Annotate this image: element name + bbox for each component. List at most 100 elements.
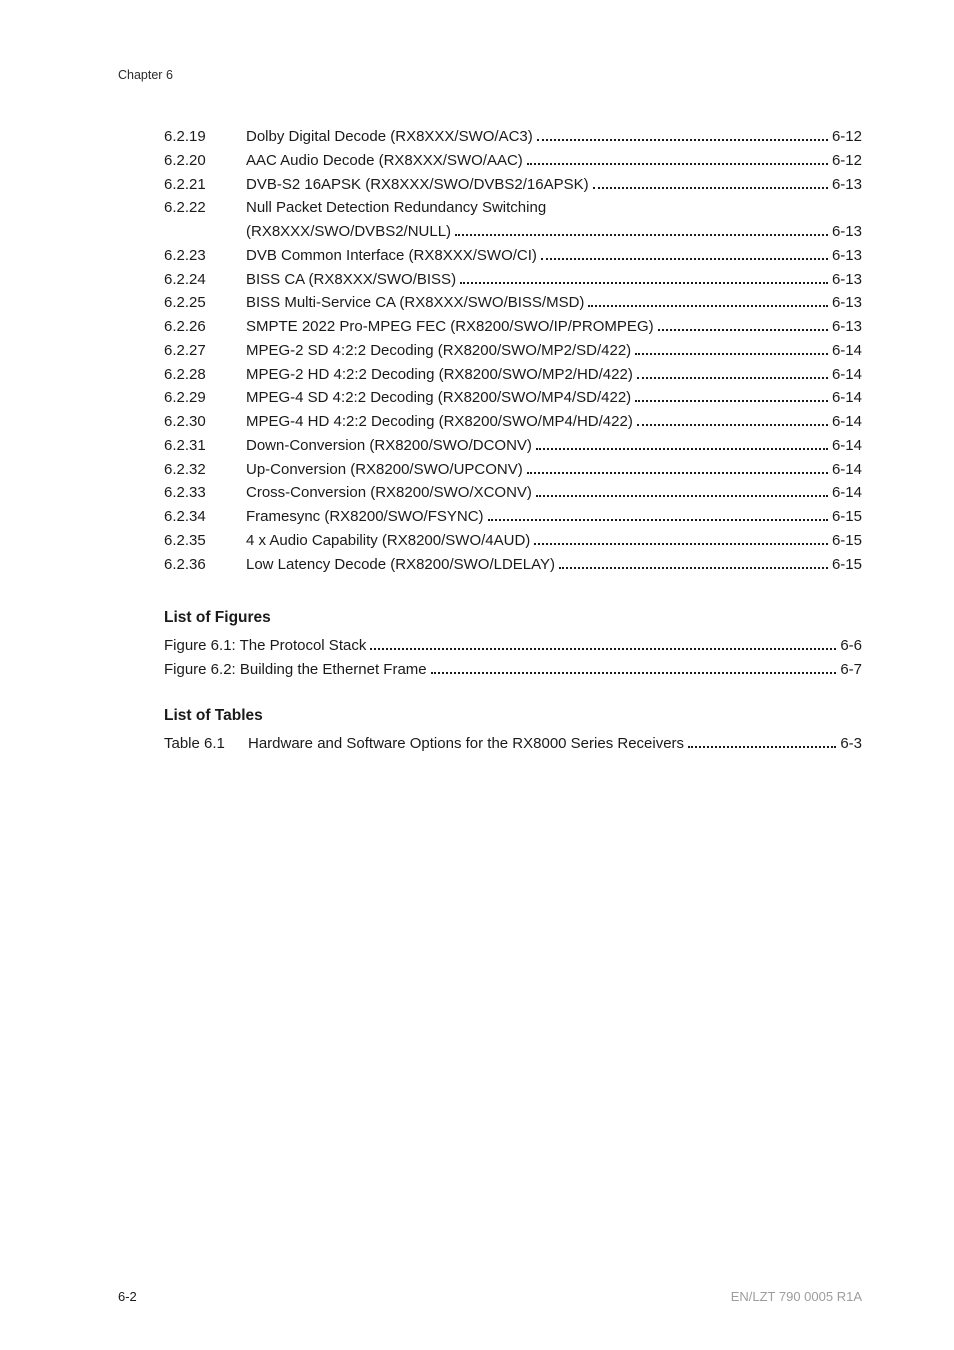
toc-dot-leader [536, 448, 828, 450]
toc-title-area: Cross-Conversion (RX8200/SWO/XCONV) [246, 482, 832, 504]
toc-list: 6.2.19Dolby Digital Decode (RX8XXX/SWO/A… [164, 126, 862, 575]
toc-page-ref: 6-14 [832, 340, 862, 362]
toc-title-area: MPEG-4 HD 4:2:2 Decoding (RX8200/SWO/MP4… [246, 411, 832, 433]
toc-section-number: 6.2.20 [164, 150, 246, 172]
chapter-header: Chapter 6 [118, 68, 862, 82]
toc-dot-leader [534, 543, 828, 545]
toc-title: Framesync (RX8200/SWO/FSYNC) [246, 506, 484, 528]
toc-section-number: 6.2.35 [164, 530, 246, 552]
toc-title: DVB-S2 16APSK (RX8XXX/SWO/DVBS2/16APSK) [246, 174, 589, 196]
list-of-tables-heading: List of Tables [164, 707, 862, 725]
toc-page-ref: 6-15 [832, 530, 862, 552]
lof-dot-leader [370, 648, 836, 650]
toc-title-area: DVB-S2 16APSK (RX8XXX/SWO/DVBS2/16APSK) [246, 174, 832, 196]
toc-title-area: Up-Conversion (RX8200/SWO/UPCONV) [246, 459, 832, 481]
lot-table-number: Table 6.1 [164, 733, 248, 755]
toc-page-ref: 6-13 [832, 269, 862, 291]
toc-title: (RX8XXX/SWO/DVBS2/NULL) [246, 221, 451, 243]
toc-page-ref: 6-14 [832, 459, 862, 481]
toc-dot-leader [537, 139, 828, 141]
toc-title-area: MPEG-2 HD 4:2:2 Decoding (RX8200/SWO/MP2… [246, 364, 832, 386]
toc-row: 6.2.28MPEG-2 HD 4:2:2 Decoding (RX8200/S… [164, 364, 862, 386]
toc-page-ref: 6-13 [832, 292, 862, 314]
lof-page-ref: 6-6 [840, 635, 862, 657]
toc-page-ref: 6-12 [832, 150, 862, 172]
toc-title-area: AAC Audio Decode (RX8XXX/SWO/AAC) [246, 150, 832, 172]
toc-title: BISS CA (RX8XXX/SWO/BISS) [246, 269, 456, 291]
toc-dot-leader [637, 377, 828, 379]
toc-row: 6.2.354 x Audio Capability (RX8200/SWO/4… [164, 530, 862, 552]
toc-page-ref: 6-14 [832, 411, 862, 433]
toc-dot-leader [559, 567, 828, 569]
toc-page-ref: 6-14 [832, 482, 862, 504]
lot-title: Hardware and Software Options for the RX… [248, 733, 684, 755]
toc-page-ref: 6-13 [832, 221, 862, 243]
toc-title-area: BISS Multi-Service CA (RX8XXX/SWO/BISS/M… [246, 292, 832, 314]
toc-section-number: 6.2.27 [164, 340, 246, 362]
toc-title-area: MPEG-2 SD 4:2:2 Decoding (RX8200/SWO/MP2… [246, 340, 832, 362]
toc-page-ref: 6-15 [832, 506, 862, 528]
lot-page-ref: 6-3 [840, 733, 862, 755]
toc-title-area: 4 x Audio Capability (RX8200/SWO/4AUD) [246, 530, 832, 552]
toc-row: 6.2.27MPEG-2 SD 4:2:2 Decoding (RX8200/S… [164, 340, 862, 362]
toc-section-number: 6.2.36 [164, 554, 246, 576]
toc-title: Up-Conversion (RX8200/SWO/UPCONV) [246, 459, 523, 481]
toc-page-ref: 6-13 [832, 245, 862, 267]
toc-section-number: 6.2.24 [164, 269, 246, 291]
lof-row: Figure 6.1: The Protocol Stack 6-6 [164, 635, 862, 657]
toc-dot-leader [593, 187, 828, 189]
toc-page-ref: 6-13 [832, 316, 862, 338]
toc-dot-leader [637, 424, 828, 426]
toc-dot-leader [460, 282, 828, 284]
toc-section-number: 6.2.25 [164, 292, 246, 314]
list-of-figures-heading: List of Figures [164, 609, 862, 627]
toc-section-number: 6.2.28 [164, 364, 246, 386]
footer-doc-id: EN/LZT 790 0005 R1A [731, 1289, 862, 1304]
lof-dot-leader [431, 672, 837, 674]
toc-title: MPEG-2 SD 4:2:2 Decoding (RX8200/SWO/MP2… [246, 340, 631, 362]
toc-dot-leader [588, 305, 828, 307]
toc-title: MPEG-2 HD 4:2:2 Decoding (RX8200/SWO/MP2… [246, 364, 633, 386]
toc-section-number: 6.2.22 [164, 197, 246, 219]
toc-row: 6.2.24BISS CA (RX8XXX/SWO/BISS) 6-13 [164, 269, 862, 291]
toc-title-area: Dolby Digital Decode (RX8XXX/SWO/AC3) [246, 126, 832, 148]
toc-row: 6.2.29MPEG-4 SD 4:2:2 Decoding (RX8200/S… [164, 387, 862, 409]
toc-page-ref: 6-14 [832, 364, 862, 386]
toc-title: Cross-Conversion (RX8200/SWO/XCONV) [246, 482, 532, 504]
list-of-tables: Table 6.1Hardware and Software Options f… [164, 733, 862, 755]
page-footer: 6-2 EN/LZT 790 0005 R1A [118, 1289, 862, 1304]
list-of-figures: Figure 6.1: The Protocol Stack 6-6Figure… [164, 635, 862, 681]
toc-title: DVB Common Interface (RX8XXX/SWO/CI) [246, 245, 537, 267]
toc-page-ref: 6-14 [832, 435, 862, 457]
toc-section-number: 6.2.29 [164, 387, 246, 409]
toc-page-ref: 6-13 [832, 174, 862, 196]
toc-title-area: Low Latency Decode (RX8200/SWO/LDELAY) [246, 554, 832, 576]
toc-section-number: 6.2.30 [164, 411, 246, 433]
page: Chapter 6 6.2.19Dolby Digital Decode (RX… [0, 0, 954, 1350]
toc-section-number: 6.2.26 [164, 316, 246, 338]
toc-title: BISS Multi-Service CA (RX8XXX/SWO/BISS/M… [246, 292, 584, 314]
toc-title-area: MPEG-4 SD 4:2:2 Decoding (RX8200/SWO/MP4… [246, 387, 832, 409]
toc-dot-leader [658, 329, 828, 331]
lof-entry-label: Figure 6.1: The Protocol Stack [164, 635, 366, 657]
toc-row: (RX8XXX/SWO/DVBS2/NULL) 6-13 [164, 221, 862, 243]
toc-page-ref: 6-14 [832, 387, 862, 409]
toc-row: 6.2.32Up-Conversion (RX8200/SWO/UPCONV) … [164, 459, 862, 481]
toc-row: 6.2.22Null Packet Detection Redundancy S… [164, 197, 862, 219]
toc-row: 6.2.19Dolby Digital Decode (RX8XXX/SWO/A… [164, 126, 862, 148]
toc-title: Null Packet Detection Redundancy Switchi… [246, 197, 546, 219]
toc-section-number: 6.2.23 [164, 245, 246, 267]
toc-dot-leader [527, 163, 828, 165]
lof-entry-label: Figure 6.2: Building the Ethernet Frame [164, 659, 427, 681]
toc-row: 6.2.21DVB-S2 16APSK (RX8XXX/SWO/DVBS2/16… [164, 174, 862, 196]
toc-title: MPEG-4 HD 4:2:2 Decoding (RX8200/SWO/MP4… [246, 411, 633, 433]
toc-title-area: SMPTE 2022 Pro-MPEG FEC (RX8200/SWO/IP/P… [246, 316, 832, 338]
lof-row: Figure 6.2: Building the Ethernet Frame … [164, 659, 862, 681]
toc-row: 6.2.23DVB Common Interface (RX8XXX/SWO/C… [164, 245, 862, 267]
footer-page-number: 6-2 [118, 1289, 137, 1304]
toc-dot-leader [455, 234, 828, 236]
toc-title-area: BISS CA (RX8XXX/SWO/BISS) [246, 269, 832, 291]
toc-row: 6.2.33Cross-Conversion (RX8200/SWO/XCONV… [164, 482, 862, 504]
toc-dot-leader [541, 258, 828, 260]
toc-title: Low Latency Decode (RX8200/SWO/LDELAY) [246, 554, 555, 576]
